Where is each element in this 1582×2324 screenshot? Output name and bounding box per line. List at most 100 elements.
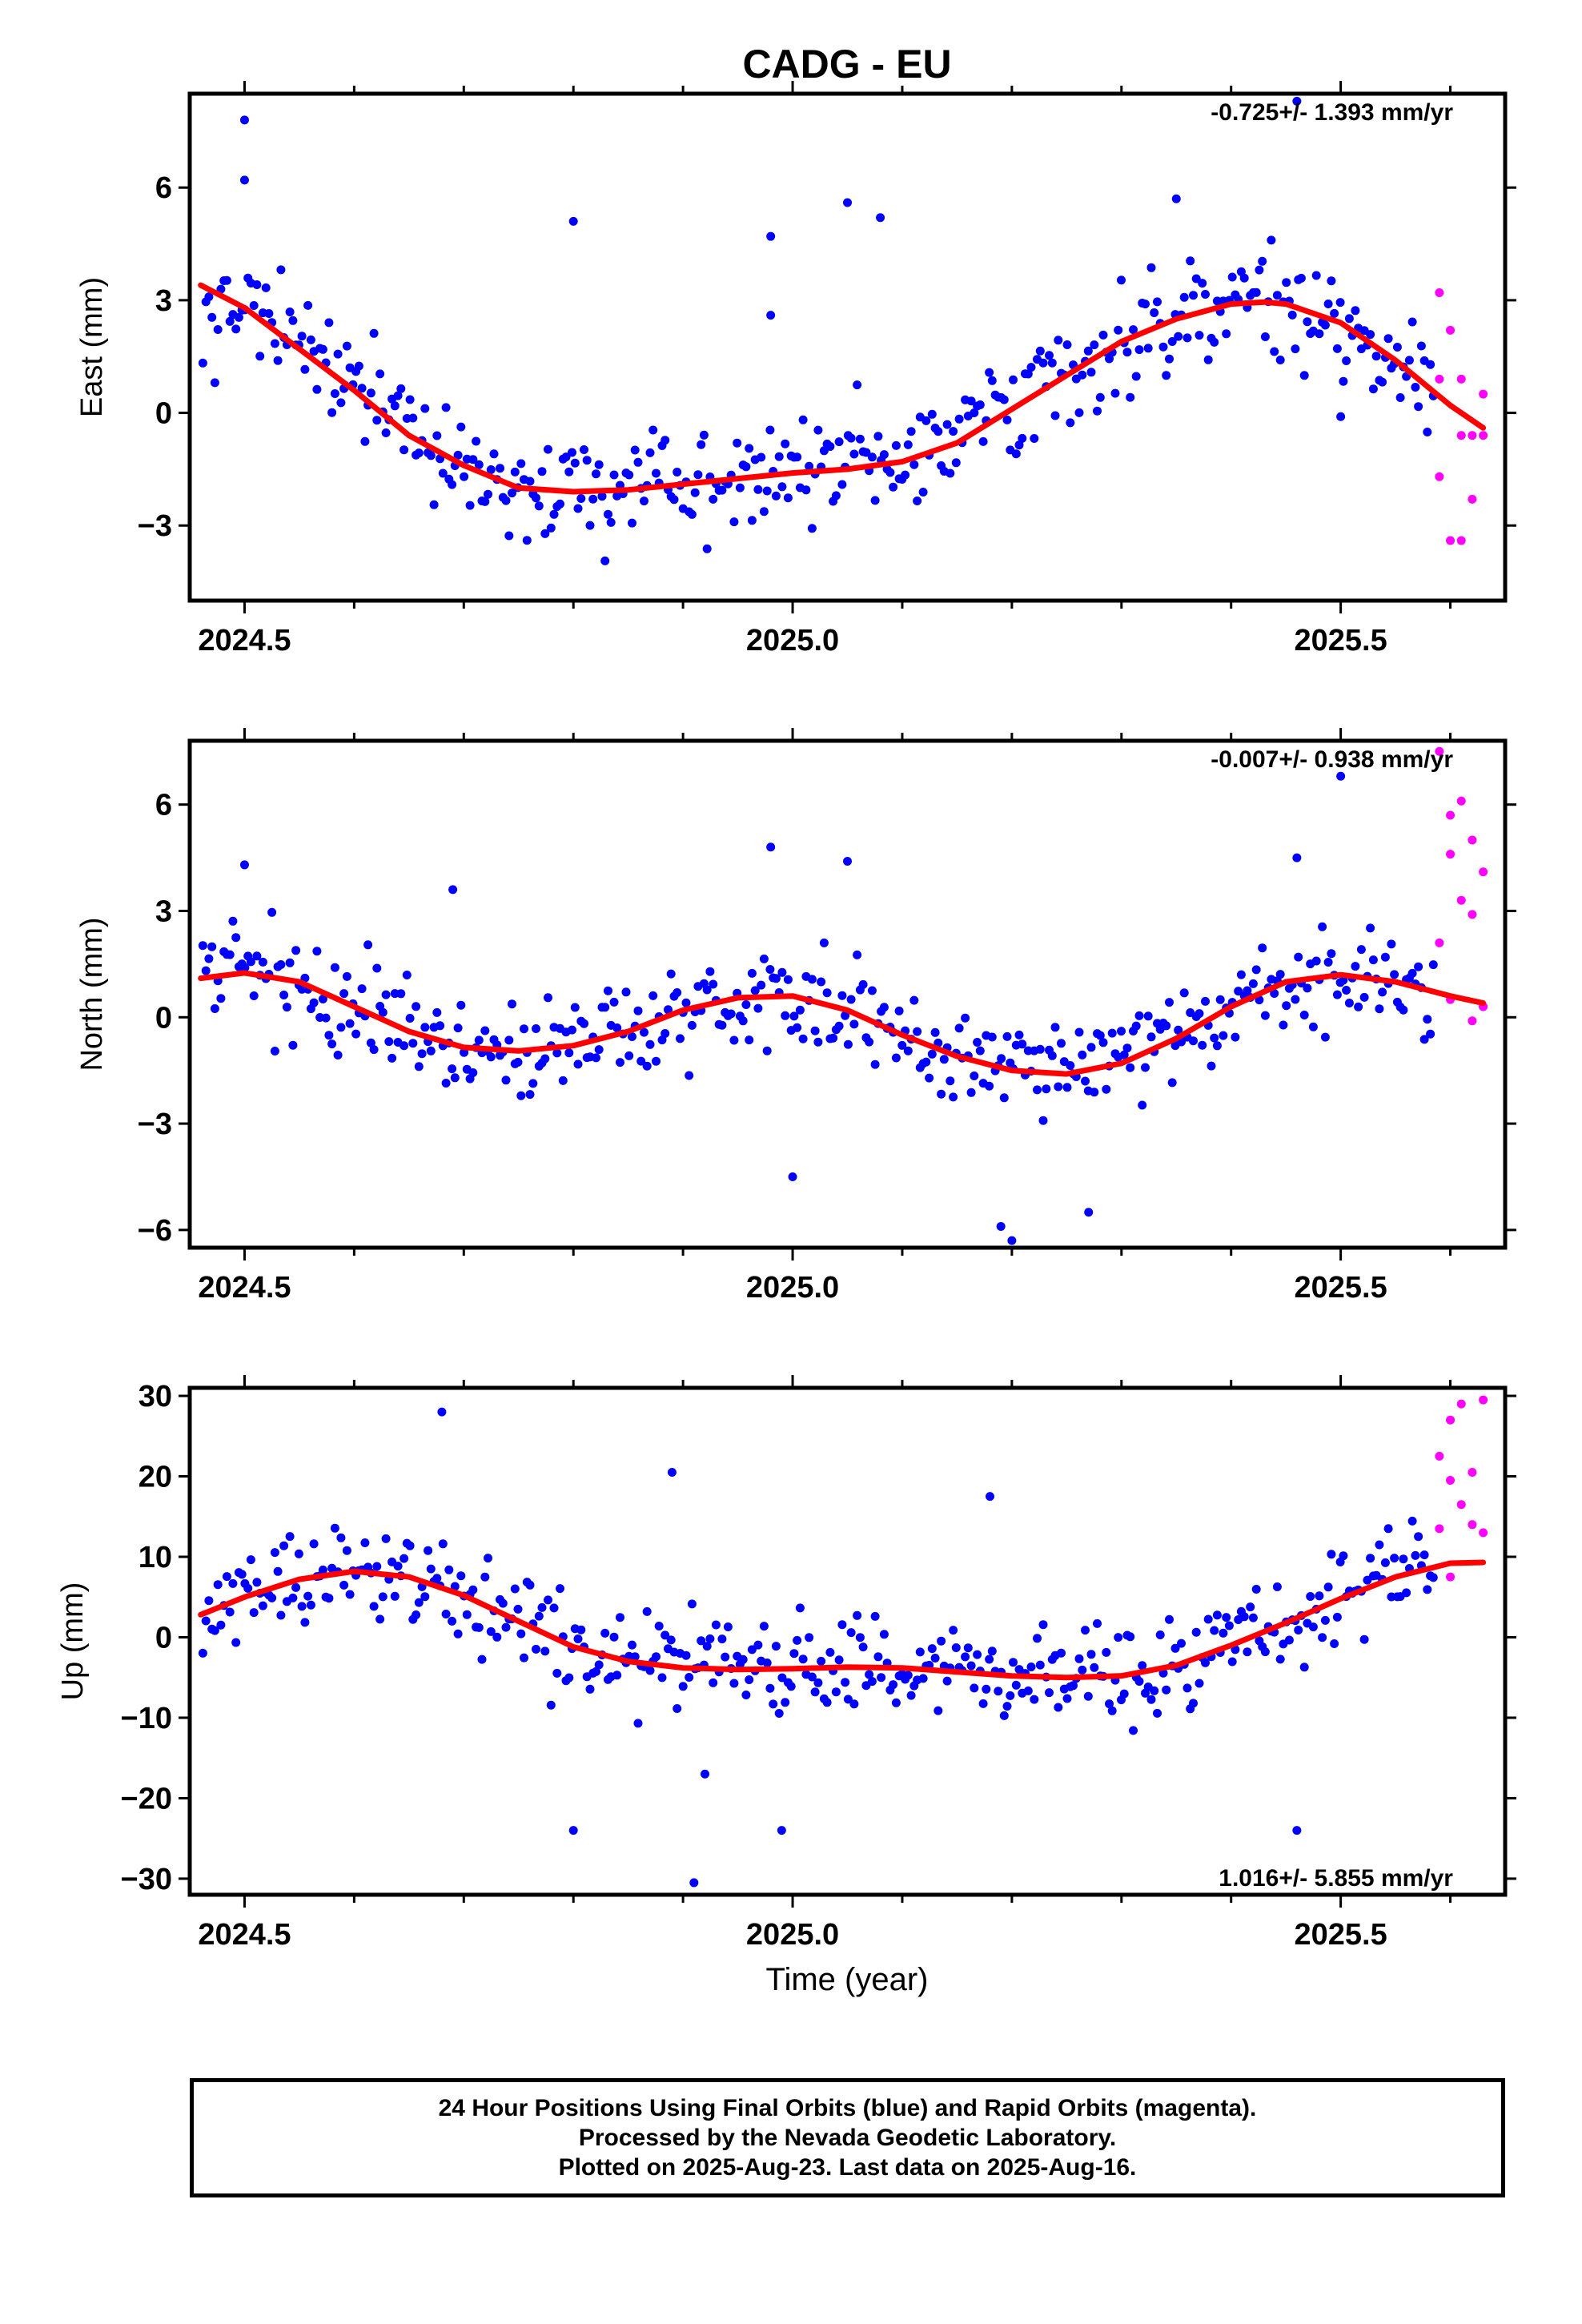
final-orbit-point bbox=[1035, 1044, 1045, 1054]
final-orbit-point bbox=[1201, 290, 1210, 299]
rapid-orbit-point bbox=[1468, 1016, 1477, 1026]
final-orbit-point bbox=[436, 1021, 445, 1031]
final-orbit-point bbox=[1165, 354, 1174, 364]
final-orbit-point bbox=[468, 1068, 478, 1077]
final-orbit-point bbox=[270, 1548, 279, 1558]
final-orbit-point bbox=[966, 1661, 976, 1671]
y-tick-label: 3 bbox=[155, 895, 172, 928]
final-orbit-point bbox=[834, 1655, 844, 1665]
final-orbit-point bbox=[865, 1670, 874, 1679]
final-orbit-point bbox=[636, 1056, 646, 1066]
final-orbit-point bbox=[1236, 970, 1246, 979]
final-orbit-point bbox=[210, 1004, 219, 1013]
final-orbit-point bbox=[1093, 406, 1102, 416]
final-orbit-point bbox=[717, 485, 727, 495]
final-orbit-point bbox=[906, 427, 916, 436]
final-orbit-point bbox=[687, 509, 697, 519]
final-orbit-point bbox=[702, 1642, 712, 1651]
final-orbit-point bbox=[580, 1019, 588, 1028]
final-orbit-point bbox=[1002, 1031, 1012, 1041]
fit-curve-line bbox=[198, 1559, 1487, 1681]
final-orbit-point bbox=[951, 1643, 961, 1652]
final-orbit-point bbox=[1359, 992, 1369, 1002]
final-orbit-point bbox=[1191, 1627, 1201, 1637]
final-orbit-point bbox=[604, 986, 612, 995]
final-orbit-point bbox=[564, 467, 574, 476]
final-orbit-point bbox=[270, 339, 279, 348]
final-orbit-point bbox=[946, 1076, 955, 1086]
final-orbit-point bbox=[360, 436, 370, 446]
final-orbit-point bbox=[1323, 1582, 1333, 1592]
final-orbit-point bbox=[276, 265, 286, 275]
final-orbit-point bbox=[1294, 952, 1303, 962]
final-orbit-point bbox=[909, 995, 919, 1005]
plot-area bbox=[198, 1395, 1488, 1888]
final-orbit-point bbox=[807, 1672, 817, 1682]
final-orbit-point bbox=[1243, 986, 1252, 995]
rapid-orbit-point bbox=[1456, 536, 1466, 545]
final-orbit-point bbox=[777, 1673, 787, 1683]
final-orbit-point bbox=[1086, 1043, 1096, 1052]
final-orbit-point bbox=[925, 1073, 934, 1083]
final-orbit-point bbox=[697, 440, 706, 449]
final-orbit-point bbox=[1407, 317, 1417, 327]
final-orbit-point bbox=[516, 1091, 526, 1100]
final-orbit-point bbox=[949, 427, 958, 436]
final-orbit-point bbox=[1212, 1041, 1222, 1051]
final-orbit-point bbox=[312, 947, 322, 956]
final-orbit-point bbox=[580, 445, 588, 454]
final-orbit-point bbox=[198, 941, 207, 951]
final-orbit-point bbox=[930, 1654, 940, 1663]
final-orbit-point bbox=[1282, 278, 1291, 287]
final-orbit-point bbox=[1246, 1602, 1255, 1612]
final-orbit-point bbox=[1306, 1592, 1315, 1601]
rapid-orbit-point bbox=[1446, 1415, 1456, 1425]
final-orbit-point bbox=[1392, 343, 1402, 352]
final-orbit-point bbox=[1251, 287, 1261, 297]
final-orbit-point bbox=[568, 1826, 578, 1835]
final-orbit-point bbox=[498, 1598, 508, 1608]
final-orbit-point bbox=[207, 942, 217, 951]
final-orbit-point bbox=[885, 468, 895, 477]
final-orbit-point bbox=[1009, 1658, 1018, 1667]
y-tick-label: −10 bbox=[121, 1702, 172, 1735]
final-orbit-point bbox=[673, 468, 682, 476]
final-orbit-point bbox=[1198, 1040, 1207, 1050]
y-tick-label: 0 bbox=[155, 1621, 172, 1655]
final-orbit-point bbox=[1030, 434, 1039, 443]
final-orbit-point bbox=[1126, 392, 1135, 402]
final-orbit-point bbox=[777, 482, 787, 492]
final-orbit-point bbox=[1026, 1663, 1036, 1671]
final-orbit-point bbox=[400, 445, 409, 455]
final-orbit-point bbox=[369, 328, 379, 338]
final-orbit-point bbox=[661, 436, 670, 445]
final-orbit-point bbox=[561, 452, 571, 462]
final-orbit-point bbox=[441, 1079, 451, 1088]
final-orbit-point bbox=[318, 344, 327, 354]
final-orbit-point bbox=[642, 1061, 652, 1071]
final-orbit-point bbox=[1057, 1648, 1066, 1658]
caption-line-2: Processed by the Nevada Geodetic Laborat… bbox=[578, 2125, 1117, 2151]
final-orbit-point bbox=[1054, 1703, 1063, 1712]
final-orbit-point bbox=[873, 1652, 883, 1662]
x-tick-label: 2024.5 bbox=[198, 1271, 291, 1305]
final-orbit-point bbox=[552, 1668, 562, 1678]
final-orbit-point bbox=[891, 1053, 901, 1063]
final-orbit-point bbox=[1126, 1632, 1135, 1642]
final-orbit-point bbox=[1011, 1680, 1021, 1690]
final-orbit-point bbox=[1084, 1208, 1094, 1217]
final-orbit-point bbox=[1342, 986, 1351, 995]
final-orbit-point bbox=[504, 531, 514, 541]
final-orbit-point bbox=[303, 300, 313, 310]
final-orbit-point bbox=[1248, 979, 1258, 988]
final-orbit-point bbox=[1351, 962, 1360, 971]
final-orbit-point bbox=[1014, 440, 1024, 450]
final-orbit-point bbox=[1129, 325, 1138, 335]
final-orbit-point bbox=[640, 497, 648, 506]
plot-frame bbox=[187, 1385, 1508, 1897]
final-orbit-point bbox=[789, 1011, 799, 1021]
final-orbit-point bbox=[201, 966, 211, 975]
final-orbit-point bbox=[741, 1691, 751, 1699]
final-orbit-point bbox=[279, 991, 289, 999]
final-orbit-point bbox=[1189, 291, 1198, 300]
